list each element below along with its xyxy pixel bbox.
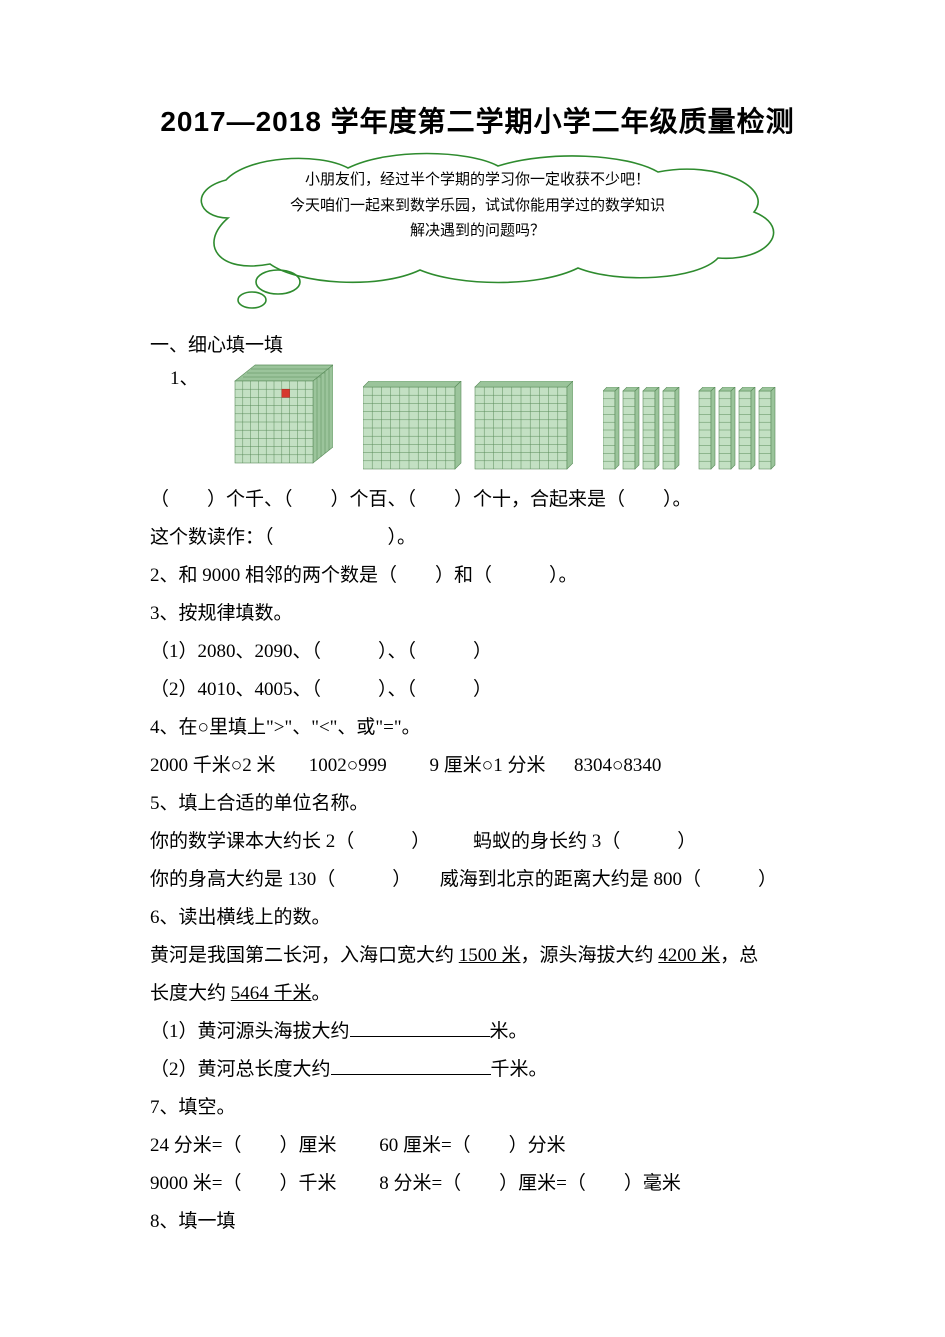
q4-head: 4、在○里填上">"、"<"、或"="。 — [150, 709, 805, 747]
q7-head: 7、填空。 — [150, 1089, 805, 1127]
q5-row-a: 你的数学课本大约长 2（ ） 蚂蚁的身长约 3（ ） — [150, 823, 805, 861]
cloud-text: 小朋友们，经过半个学期的学习你一定收获不少吧！ 今天咱们一起来到数学乐园，试试你… — [158, 168, 798, 245]
q4-item-2: 9 厘米○1 分米 — [429, 755, 545, 776]
q6-sub1: （1）黄河源头海拔大约 米。 — [150, 1013, 805, 1051]
hundred-flats-icon — [363, 381, 573, 471]
q6-para2: 长度大约 5464 千米。 — [150, 975, 805, 1013]
q6-u2: 4200 米 — [658, 945, 720, 966]
q6-sub2-a: （2）黄河总长度大约 — [150, 1059, 331, 1080]
cloud-line-1: 小朋友们，经过半个学期的学习你一定收获不少吧！ — [158, 168, 798, 194]
cloud-line-2: 今天咱们一起来到数学乐园，试试你能用学过的数学知识 — [158, 194, 798, 220]
blank-line — [331, 1055, 491, 1075]
page-title: 2017—2018 学年度第二学期小学二年级质量检测 — [150, 100, 805, 140]
q4-item-1: 1002○999 — [309, 755, 387, 776]
q5-b2: 威海到北京的距离大约是 800（ ） — [440, 869, 777, 890]
q6-sub2-b: 千米。 — [491, 1059, 548, 1080]
q5-a2: 蚂蚁的身长约 3（ ） — [473, 831, 696, 852]
q5-b1: 你的身高大约是 130（ ） — [150, 869, 411, 890]
q6-sub2: （2）黄河总长度大约 千米。 — [150, 1051, 805, 1089]
q6-pc: ，总 — [720, 945, 758, 966]
q8: 8、填一填 — [150, 1203, 805, 1241]
q3-head: 3、按规律填数。 — [150, 595, 805, 633]
q1-figure-row: 1、 — [170, 363, 805, 471]
q3-a: （1）2080、2090、（ ）、（ ） — [150, 633, 805, 671]
q7-a1: 24 分米=（ ）厘米 — [150, 1135, 336, 1156]
q7-row-a: 24 分米=（ ）厘米 60 厘米=（ ）分米 — [150, 1127, 805, 1165]
q6-sub1-a: （1）黄河源头海拔大约 — [150, 1021, 350, 1042]
cloud-callout: 小朋友们，经过半个学期的学习你一定收获不少吧！ 今天咱们一起来到数学乐园，试试你… — [158, 150, 798, 310]
q6-pa: 黄河是我国第二长河，入海口宽大约 — [150, 945, 459, 966]
q5-a1: 你的数学课本大约长 2（ ） — [150, 831, 430, 852]
thousand-cube-icon — [215, 363, 333, 471]
q2: 2、和 9000 相邻的两个数是（ ）和（ ）。 — [150, 557, 805, 595]
q4-item-3: 8304○8340 — [574, 755, 661, 776]
page: 2017—2018 学年度第二学期小学二年级质量检测 小朋友们，经过半个学期的学… — [0, 0, 945, 1337]
q6-head: 6、读出横线上的数。 — [150, 899, 805, 937]
section-1-heading: 一、细心填一填 — [150, 330, 805, 357]
q4-item-0: 2000 千米○2 米 — [150, 755, 275, 776]
ten-rods-icon — [603, 387, 783, 471]
body-text: （ ）个千、（ ）个百、（ ）个十，合起来是（ ）。 这个数读作：（ ）。 2、… — [150, 481, 805, 1241]
q7-b1: 9000 米=（ ）千米 — [150, 1173, 336, 1194]
q7-b2: 8 分米=（ ）厘米=（ ）毫米 — [379, 1173, 681, 1194]
q6-pe: 。 — [312, 983, 331, 1004]
q4-items: 2000 千米○2 米 1002○999 9 厘米○1 分米 8304○8340 — [150, 747, 805, 785]
q1-line-a: （ ）个千、（ ）个百、（ ）个十，合起来是（ ）。 — [150, 481, 805, 519]
q7-a2: 60 厘米=（ ）分米 — [379, 1135, 565, 1156]
q6-para: 黄河是我国第二长河，入海口宽大约 1500 米，源头海拔大约 4200 米，总 — [150, 937, 805, 975]
q3-b: （2）4010、4005、（ ）、（ ） — [150, 671, 805, 709]
q7-row-b: 9000 米=（ ）千米 8 分米=（ ）厘米=（ ）毫米 — [150, 1165, 805, 1203]
q6-sub1-b: 米。 — [490, 1021, 528, 1042]
q5-row-b: 你的身高大约是 130（ ） 威海到北京的距离大约是 800（ ） — [150, 861, 805, 899]
q1-line-b: 这个数读作：（ ）。 — [150, 519, 805, 557]
q6-pb: ，源头海拔大约 — [521, 945, 659, 966]
q5-head: 5、填上合适的单位名称。 — [150, 785, 805, 823]
q6-pd: 长度大约 — [150, 983, 231, 1004]
q1-label: 1、 — [170, 363, 199, 390]
q6-u1: 1500 米 — [459, 945, 521, 966]
cloud-line-3: 解决遇到的问题吗？ — [158, 219, 798, 245]
q6-u3: 5464 千米 — [231, 983, 312, 1004]
blank-line — [350, 1017, 490, 1037]
